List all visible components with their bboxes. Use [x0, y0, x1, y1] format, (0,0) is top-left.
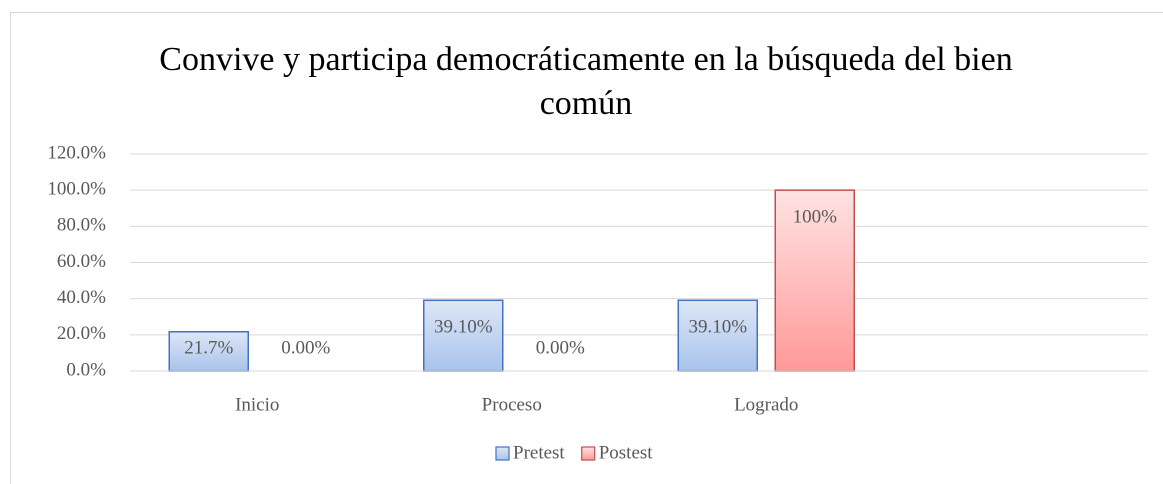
- y-tick-label: 0.0%: [66, 359, 106, 380]
- value-label: 0.00%: [281, 337, 330, 358]
- y-tick-label: 80.0%: [57, 215, 106, 236]
- y-tick-label: 100.0%: [47, 179, 106, 200]
- value-label: 21.7%: [184, 337, 233, 358]
- value-label: 39.10%: [688, 317, 747, 338]
- chart-border: [10, 12, 1163, 484]
- value-label: 100%: [793, 207, 838, 228]
- legend-swatch: [581, 446, 596, 461]
- bar: [423, 299, 504, 372]
- bar: [168, 331, 249, 372]
- bar: [774, 189, 855, 372]
- x-tick-label: Inicio: [235, 394, 279, 415]
- value-label: 0.00%: [536, 337, 585, 358]
- chart-title: Convive y participa democráticamente en …: [159, 41, 1013, 122]
- legend-label: Postest: [599, 442, 654, 463]
- y-tick-label: 120.0%: [47, 142, 106, 163]
- bar: [677, 299, 758, 372]
- legend-label: Pretest: [513, 442, 565, 463]
- value-label: 39.10%: [434, 317, 493, 338]
- legend-swatch: [495, 446, 510, 461]
- y-tick-label: 60.0%: [57, 251, 106, 272]
- x-tick-label: Proceso: [482, 394, 542, 415]
- y-tick-label: 40.0%: [57, 287, 106, 308]
- x-tick-label: Logrado: [734, 394, 798, 415]
- y-tick-label: 20.0%: [57, 323, 106, 344]
